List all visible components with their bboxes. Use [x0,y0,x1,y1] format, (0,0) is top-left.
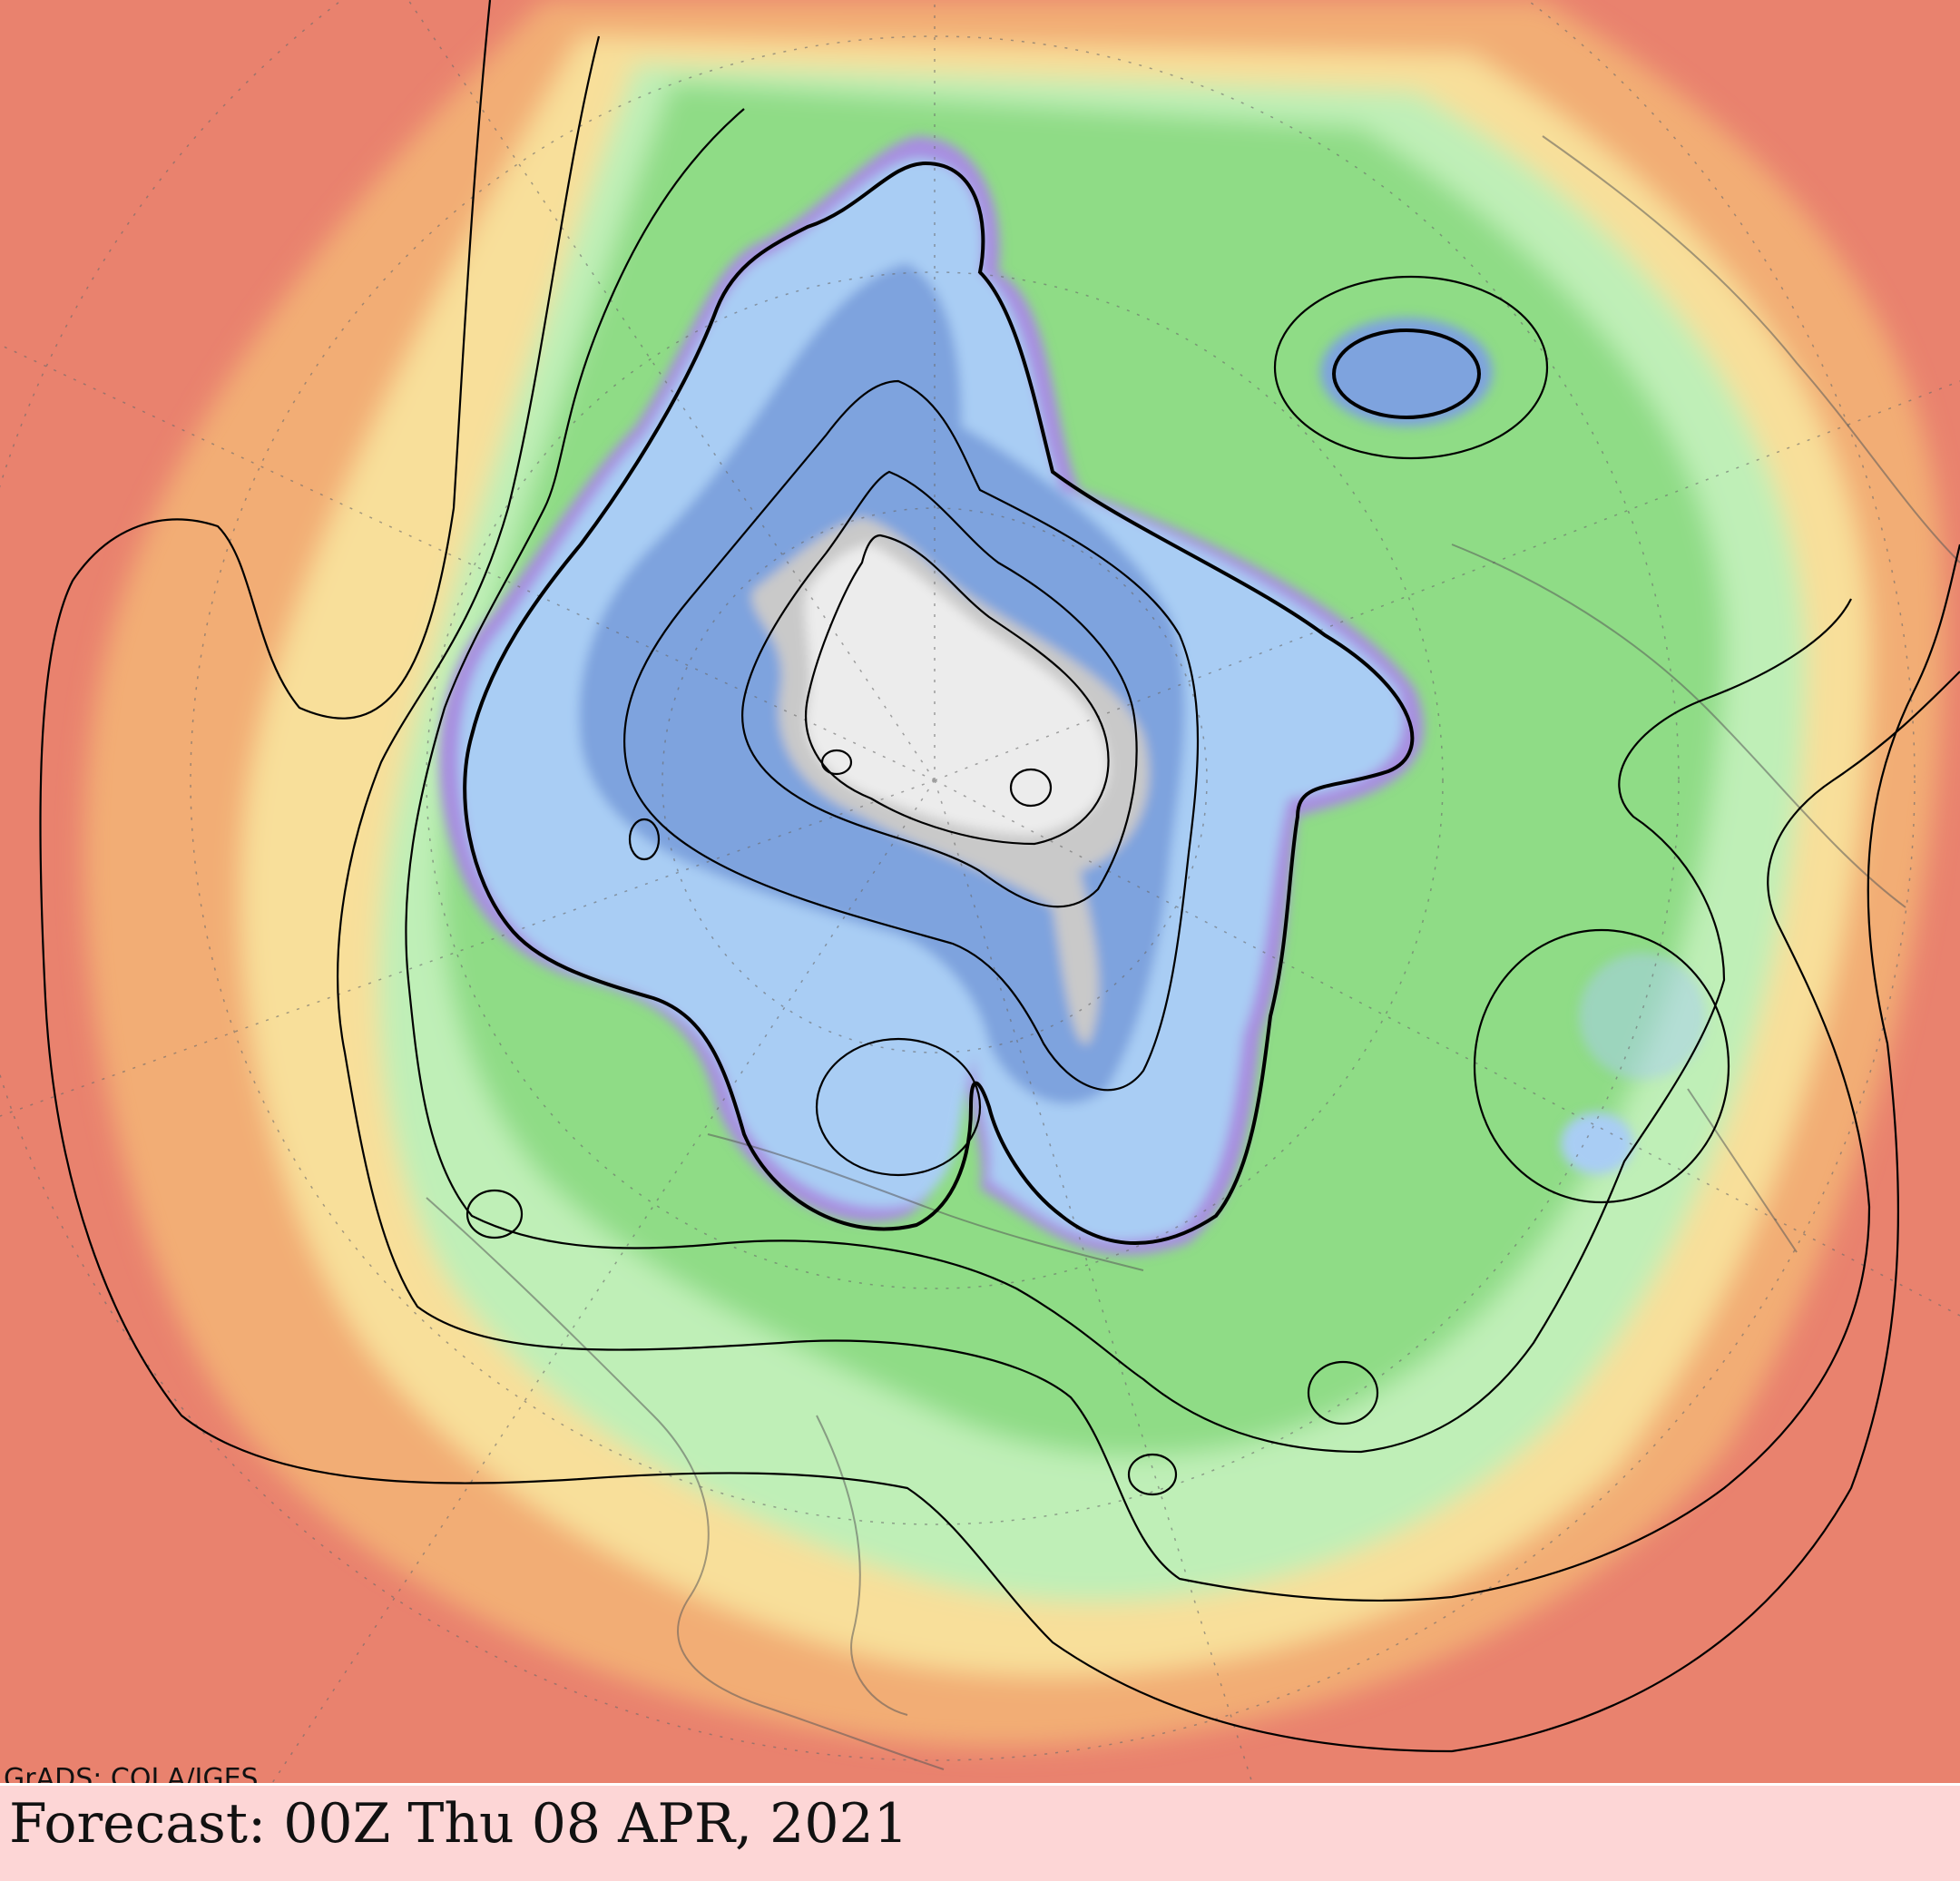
contour-inner-3 [805,534,1110,846]
coastlines [426,135,1960,1770]
forecast-map: GrADS: COLA/IGES [0,0,1960,1783]
contour-low-b [1009,768,1053,808]
contour-atl-2 [1127,1453,1178,1496]
contour-main [463,161,1415,1245]
contour-pacific [466,1189,524,1239]
low-atlantic-blue [1579,953,1706,1080]
contour-2 [337,35,1960,1602]
forecast-time-label: Forecast: 00Z Thu 08 APR, 2021 [9,1792,908,1856]
contour-low-a [820,749,853,776]
cold-core-layers [438,136,1706,1256]
low-southeast-blue [1561,1112,1633,1174]
low-east-blue [1320,318,1493,426]
height-contours [39,0,1960,1753]
grads-credit: GrADS: COLA/IGES [4,1763,259,1784]
contour-1 [39,0,1960,1753]
contour-east-1 [1332,328,1481,419]
graticule [0,0,1960,1783]
map-canvas [0,0,1960,1783]
contour-low-c [628,818,661,861]
forecast-footer: Forecast: 00Z Thu 08 APR, 2021 [0,1783,1960,1881]
contour-atl-1 [1307,1360,1379,1425]
contour-inner-2 [741,470,1138,908]
white-core [805,544,1109,835]
contour-inner-1 [622,379,1200,1092]
contour-hudson [815,1037,982,1177]
contour-euro [1473,928,1730,1204]
contour-east-2 [1273,275,1549,460]
contour-3 [405,108,1852,1454]
